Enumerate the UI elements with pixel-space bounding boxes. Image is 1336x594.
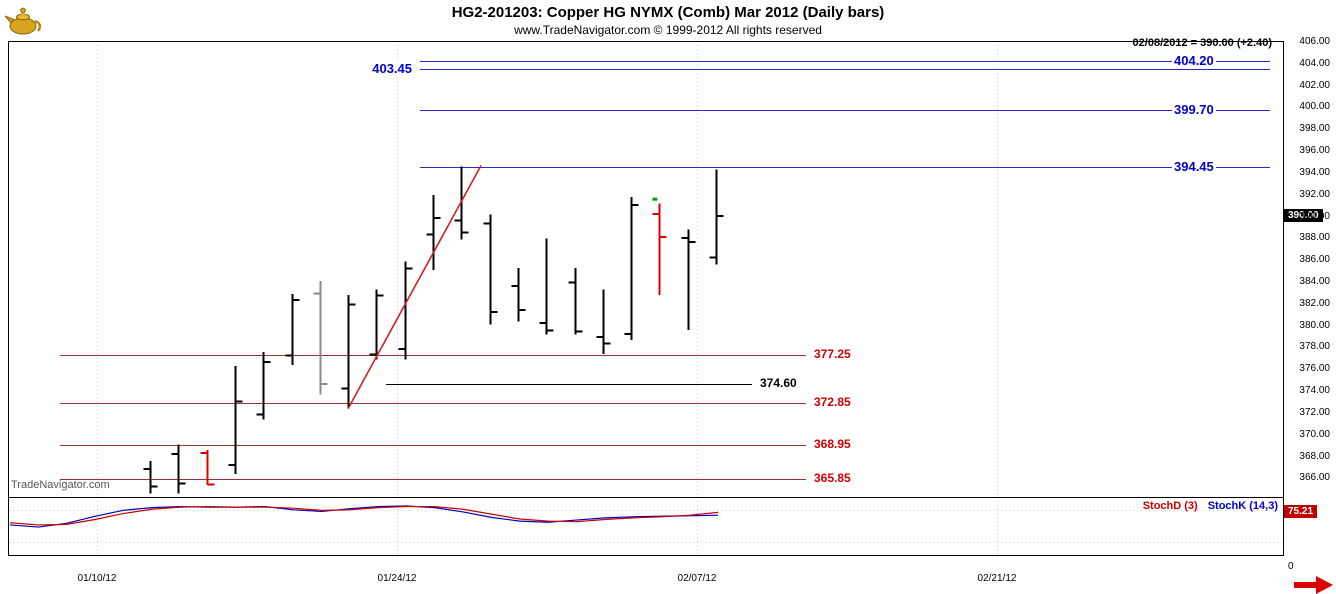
last-quote-readout: 02/08/2012 = 390.00 (+2.40) xyxy=(1132,37,1272,49)
scroll-right-arrow-icon[interactable] xyxy=(1294,576,1333,594)
page-title: HG2-201203: Copper HG NYMX (Comb) Mar 20… xyxy=(451,4,885,21)
page-subtitle: www.TradeNavigator.com © 1999-2012 All r… xyxy=(514,23,822,37)
green-marker xyxy=(652,197,658,201)
trendline xyxy=(347,164,482,410)
gold-lamp-icon xyxy=(4,7,42,35)
tradenavigator-logo xyxy=(4,1,45,44)
stochk-line xyxy=(9,505,719,528)
stochd-line xyxy=(9,505,719,526)
chart-frame xyxy=(8,41,1284,556)
